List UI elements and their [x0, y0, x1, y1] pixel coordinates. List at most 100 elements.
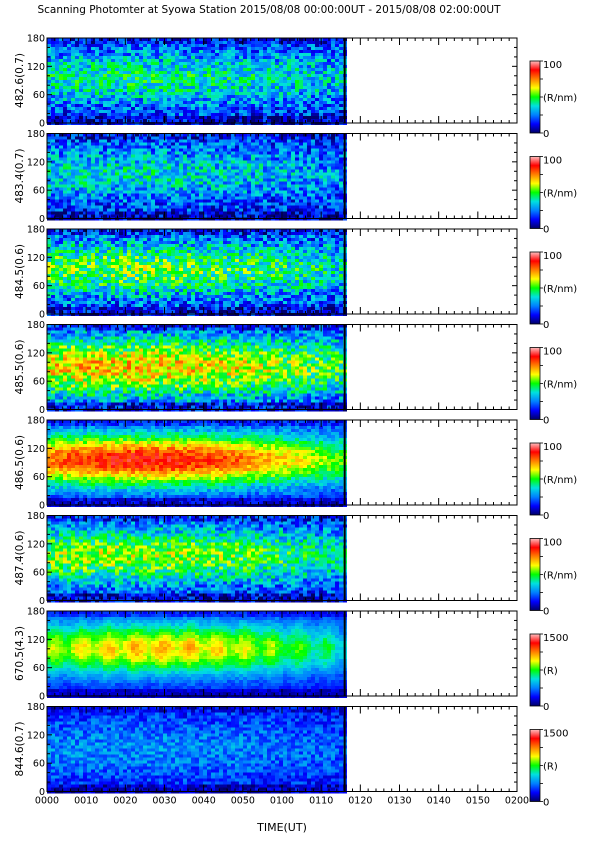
colorbar-unit: (R/nm)	[543, 380, 577, 391]
colorbar: 100 (R/nm) 0	[529, 347, 577, 427]
x-axis-label: TIME(UT)	[256, 821, 307, 834]
colorbar-max: 100	[543, 251, 562, 262]
colorbar-unit: (R)	[543, 762, 558, 773]
colorbar-max: 100	[543, 442, 562, 453]
x-axis: 0000 0010 0020 0030 0040 0050 0100 0110 0120 0130…	[35, 796, 529, 807]
y-tick-label: 120	[27, 348, 45, 359]
wavelength-label: 484.5(0.6)	[14, 244, 26, 299]
colorbar-min: 0	[543, 607, 549, 618]
wavelength-label: 483.4(0.7)	[14, 149, 26, 204]
panel-2: 0 60 120 180 483.4(0.7) 100 (R/nm) 0	[14, 129, 577, 236]
y-tick-label: 180	[27, 320, 45, 331]
colorbar-max: 100	[543, 538, 562, 549]
y-tick-label: 120	[27, 539, 45, 550]
colorbar-min: 0	[543, 702, 549, 713]
x-tick-label: 0200	[505, 796, 529, 807]
x-tick-label: 0120	[348, 796, 372, 807]
y-tick-label: 180	[27, 511, 45, 522]
x-tick-label: 0130	[387, 796, 411, 807]
heatmap	[47, 515, 347, 603]
y-tick-label: 180	[27, 702, 45, 713]
colorbar-unit: (R/nm)	[543, 93, 577, 104]
colorbar: 100 (R/nm) 0	[529, 538, 577, 618]
colorbar-max: 100	[543, 156, 562, 167]
colorbar: 100 (R/nm) 0	[529, 251, 577, 331]
colorbar-min: 0	[543, 416, 549, 427]
x-tick-label: 0100	[270, 796, 294, 807]
y-tick-label: 60	[33, 377, 45, 388]
x-tick-label: 0040	[192, 796, 216, 807]
colorbar-max: 100	[543, 60, 562, 71]
y-tick-label: 60	[33, 186, 45, 197]
y-tick-label: 60	[33, 663, 45, 674]
x-tick-label: 0000	[35, 796, 59, 807]
x-tick-label: 0110	[309, 796, 333, 807]
wavelength-label: 486.5(0.6)	[14, 435, 26, 490]
chart-title: Scanning Photomter at Syowa Station 2015…	[37, 4, 501, 16]
y-tick-label: 0	[39, 596, 45, 607]
colorbar: 100 (R/nm) 0	[529, 60, 577, 140]
wavelength-label: 485.5(0.6)	[14, 340, 26, 395]
heatmap	[47, 229, 347, 316]
y-tick-label: 180	[27, 34, 45, 45]
y-tick-label: 120	[27, 444, 45, 455]
y-tick-label: 0	[39, 214, 45, 225]
heatmap	[47, 420, 347, 507]
y-tick-label: 0	[39, 119, 45, 130]
colorbar-min: 0	[543, 320, 549, 331]
x-tick-label: 0140	[427, 796, 451, 807]
y-tick-label: 180	[27, 416, 45, 427]
colorbar-max: 1500	[543, 729, 568, 740]
y-tick-label: 0	[39, 405, 45, 416]
wavelength-label: 844.6(0.7)	[14, 722, 26, 777]
colorbar: 100 (R/nm) 0	[529, 442, 577, 522]
colorbar: 1500 (R) 0	[529, 729, 568, 809]
x-tick-label: 0050	[231, 796, 255, 807]
colorbar-unit: (R/nm)	[543, 475, 577, 486]
colorbar-min: 0	[543, 129, 549, 140]
wavelength-label: 482.6(0.7)	[14, 53, 26, 108]
x-tick-label: 0020	[113, 796, 137, 807]
y-tick-label: 60	[33, 568, 45, 579]
y-tick-label: 60	[33, 472, 45, 483]
y-tick-label: 180	[27, 607, 45, 618]
x-tick-label: 0150	[466, 796, 490, 807]
y-tick-label: 120	[27, 253, 45, 264]
colorbar-min: 0	[543, 225, 549, 236]
y-tick-label: 120	[27, 635, 45, 646]
y-tick-label: 120	[27, 62, 45, 73]
wavelength-label: 670.5(4.3)	[14, 626, 26, 681]
y-tick-label: 0	[39, 501, 45, 512]
heatmap	[47, 611, 347, 698]
heatmap	[47, 706, 347, 794]
colorbar: 100 (R/nm) 0	[529, 156, 577, 236]
y-tick-label: 0	[39, 692, 45, 703]
y-tick-label: 120	[27, 157, 45, 168]
x-tick-label: 0030	[152, 796, 176, 807]
y-tick-label: 60	[33, 281, 45, 292]
colorbar-min: 0	[543, 798, 549, 809]
heatmap	[47, 133, 347, 221]
heatmap	[47, 38, 347, 125]
colorbar-min: 0	[543, 511, 549, 522]
colorbar-unit: (R/nm)	[543, 189, 577, 200]
y-tick-label: 60	[33, 759, 45, 770]
y-tick-label: 180	[27, 225, 45, 236]
y-tick-label: 60	[33, 90, 45, 101]
colorbar-max: 1500	[543, 633, 568, 644]
heatmap	[47, 324, 347, 412]
colorbar: 1500 (R) 0	[529, 633, 568, 713]
y-tick-label: 120	[27, 730, 45, 741]
colorbar-unit: (R/nm)	[543, 284, 577, 295]
x-tick-label: 0010	[74, 796, 98, 807]
colorbar-unit: (R/nm)	[543, 571, 577, 582]
